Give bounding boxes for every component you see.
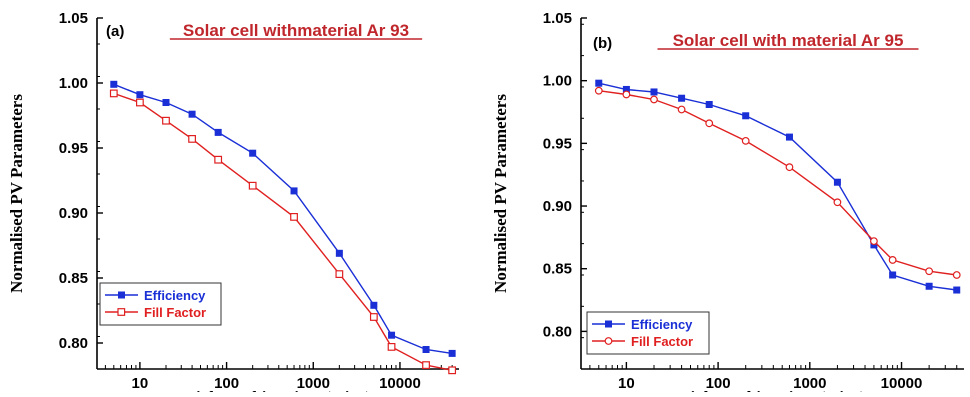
x-tick-label: 10 — [132, 375, 149, 392]
legend-marker — [604, 337, 613, 345]
x-tick-label: 10 — [618, 375, 635, 392]
data-point-fill-factor — [705, 119, 714, 128]
data-point-efficiency — [448, 349, 456, 357]
x-tick-label: 1000 — [793, 375, 826, 392]
legend-label-fill-factor: Fill Factor — [144, 305, 206, 320]
data-point-efficiency — [622, 85, 630, 93]
data-point-fill-factor — [188, 135, 196, 143]
data-point-fill-factor — [387, 343, 396, 351]
data-point-fill-factor — [162, 116, 170, 125]
y-axis-label: Normalised PV Parameters — [7, 94, 26, 293]
y-tick-label: 0.85 — [59, 270, 88, 287]
y-tick-label: 1.05 — [543, 10, 572, 27]
data-point-efficiency — [595, 79, 603, 87]
legend-label-fill-factor: Fill Factor — [631, 334, 693, 349]
data-point-fill-factor — [888, 256, 897, 264]
legend-box — [586, 311, 710, 355]
x-tick-label: 1000 — [297, 375, 330, 392]
data-point-fill-factor — [594, 86, 603, 95]
panel-label: (a) — [106, 23, 124, 40]
data-point-efficiency — [249, 149, 257, 157]
series-line-fill-factor — [113, 92, 453, 371]
legend-label-efficiency: Efficiency — [631, 317, 693, 332]
y-tick-label: 0.95 — [543, 135, 572, 152]
data-point-efficiency — [953, 286, 961, 294]
data-point-efficiency — [388, 331, 396, 339]
data-point-fill-factor — [870, 237, 878, 246]
data-point-fill-factor — [785, 163, 794, 172]
data-point-efficiency — [335, 249, 343, 257]
panel-b: 0.80 0.85 0.90 0.95 1.00 1.05 10 100 1000 10000 Li… — [491, 10, 964, 397]
series-line-fill-factor — [598, 90, 957, 276]
data-point-fill-factor — [952, 271, 961, 279]
data-point-efficiency — [650, 88, 658, 96]
data-point-efficiency — [833, 178, 841, 186]
data-point-efficiency — [742, 112, 750, 120]
legend-marker — [118, 291, 125, 299]
data-point-fill-factor — [741, 136, 750, 145]
data-point-efficiency — [785, 133, 793, 141]
y-tick-label: 0.90 — [543, 198, 572, 215]
data-point-fill-factor — [833, 198, 842, 207]
y-tick-label: 0.80 — [543, 323, 572, 340]
x-tick-label: 10000 — [379, 375, 421, 392]
data-point-efficiency — [370, 301, 378, 309]
data-point-efficiency — [925, 282, 933, 290]
legend: Efficiency Fill Factor — [99, 282, 222, 326]
data-point-efficiency — [290, 187, 298, 195]
data-point-fill-factor — [335, 270, 344, 278]
x-axis-label: Light soaking time (mins) — [679, 388, 866, 392]
data-point-efficiency — [422, 346, 430, 353]
chart-title: Solar cell with material Ar 95 — [673, 31, 904, 50]
x-tick-label: 100 — [706, 375, 731, 392]
legend-marker — [605, 320, 612, 328]
y-tick-label: 0.90 — [59, 205, 88, 222]
series-line-efficiency — [598, 82, 957, 291]
data-point-efficiency — [188, 110, 196, 118]
data-point-fill-factor — [622, 90, 631, 99]
data-point-efficiency — [678, 94, 686, 102]
y-tick-label: 1.00 — [543, 73, 572, 90]
series-line-efficiency — [113, 83, 453, 355]
data-point-fill-factor — [677, 105, 686, 114]
legend: Efficiency Fill Factor — [586, 311, 710, 355]
data-point-fill-factor — [369, 313, 378, 321]
y-tick-label: 1.00 — [59, 75, 88, 92]
data-point-fill-factor — [290, 213, 298, 221]
data-point-efficiency — [889, 271, 897, 279]
data-point-fill-factor — [925, 267, 934, 276]
y-tick-label: 0.85 — [543, 261, 572, 278]
data-point-fill-factor — [448, 366, 457, 375]
y-axis-label: Normalised PV Parameters — [491, 94, 510, 293]
panel-label: (b) — [593, 35, 612, 52]
data-point-fill-factor — [109, 89, 118, 98]
data-point-efficiency — [136, 91, 144, 99]
data-point-fill-factor — [135, 98, 144, 107]
data-point-fill-factor — [214, 155, 223, 164]
data-point-efficiency — [214, 128, 222, 136]
y-tick-label: 0.80 — [59, 335, 88, 352]
data-point-fill-factor — [650, 95, 658, 104]
panel-a: 0.80 0.85 0.90 0.95 1.00 1.05 10 100 1000 10000 Li… — [7, 10, 459, 397]
data-point-fill-factor — [422, 361, 430, 369]
data-point-fill-factor — [248, 181, 257, 190]
x-tick-label: 10000 — [881, 375, 923, 392]
y-tick-label: 0.95 — [59, 140, 88, 157]
data-point-efficiency — [705, 100, 713, 108]
data-point-efficiency — [162, 99, 170, 106]
y-tick-label: 1.05 — [59, 10, 88, 27]
legend-label-efficiency: Efficiency — [144, 288, 206, 303]
legend-box — [99, 282, 222, 326]
legend-marker — [117, 308, 126, 316]
x-axis-label: Light soaking time (mins) — [185, 388, 372, 392]
x-tick-label: 100 — [214, 375, 239, 392]
data-point-efficiency — [110, 80, 118, 88]
chart-title: Solar cell withmaterial Ar 93 — [183, 21, 409, 40]
